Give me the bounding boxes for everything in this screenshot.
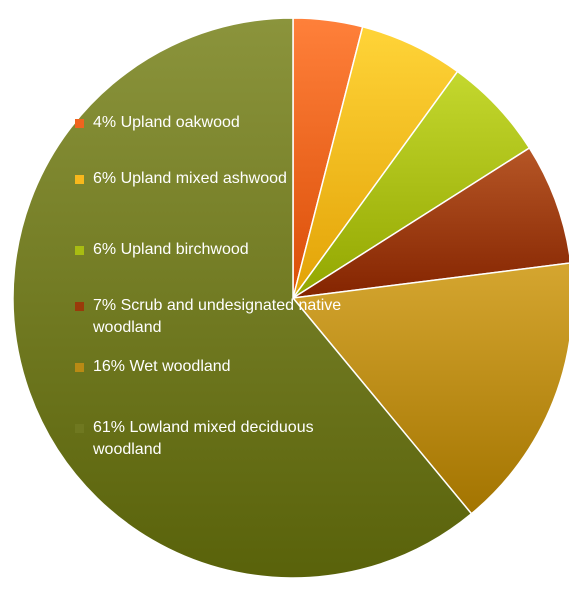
pie-slice-wet-woodland — [291, 262, 569, 515]
legend-item-upland-mixed-ashwood: 6% Upland mixed ashwood — [75, 168, 345, 190]
pie-slice-scrub-and-undesignated-native-woodland — [292, 146, 569, 299]
legend-label-upland-birchwood: 6% Upland birchwood — [93, 241, 249, 258]
pie-slice-lowland-mixed-deciduous-woodland — [12, 17, 473, 579]
legend-item-wet-woodland: 16% Wet woodland — [75, 356, 345, 378]
legend-swatch-lowland-mixed-deciduous-woodland — [75, 424, 84, 433]
legend-item-upland-oakwood: 4% Upland oakwood — [75, 112, 345, 134]
legend-label-lowland-mixed-deciduous-woodland: 61% Lowland mixed deciduous woodland — [93, 419, 314, 458]
legend-swatch-upland-birchwood — [75, 246, 84, 255]
legend-label-scrub-undesignated-native-woodland: 7% Scrub and undesignated native woodlan… — [93, 297, 342, 336]
legend-label-upland-oakwood: 4% Upland oakwood — [93, 114, 240, 131]
legend-swatch-scrub-undesignated-native-woodland — [75, 302, 84, 311]
legend-swatch-upland-oakwood — [75, 119, 84, 128]
legend-item-upland-birchwood: 6% Upland birchwood — [75, 239, 345, 261]
legend-item-scrub-undesignated-native-woodland: 7% Scrub and undesignated native woodlan… — [75, 295, 345, 339]
legend-item-lowland-mixed-deciduous-woodland: 61% Lowland mixed deciduous woodland — [75, 417, 345, 461]
legend-swatch-upland-mixed-ashwood — [75, 175, 84, 184]
legend-swatch-wet-woodland — [75, 363, 84, 372]
chart-legend: 4% Upland oakwood 6% Upland mixed ashwoo… — [75, 112, 345, 461]
legend-label-wet-woodland: 16% Wet woodland — [93, 358, 231, 375]
legend-label-upland-mixed-ashwood: 6% Upland mixed ashwood — [93, 170, 287, 187]
